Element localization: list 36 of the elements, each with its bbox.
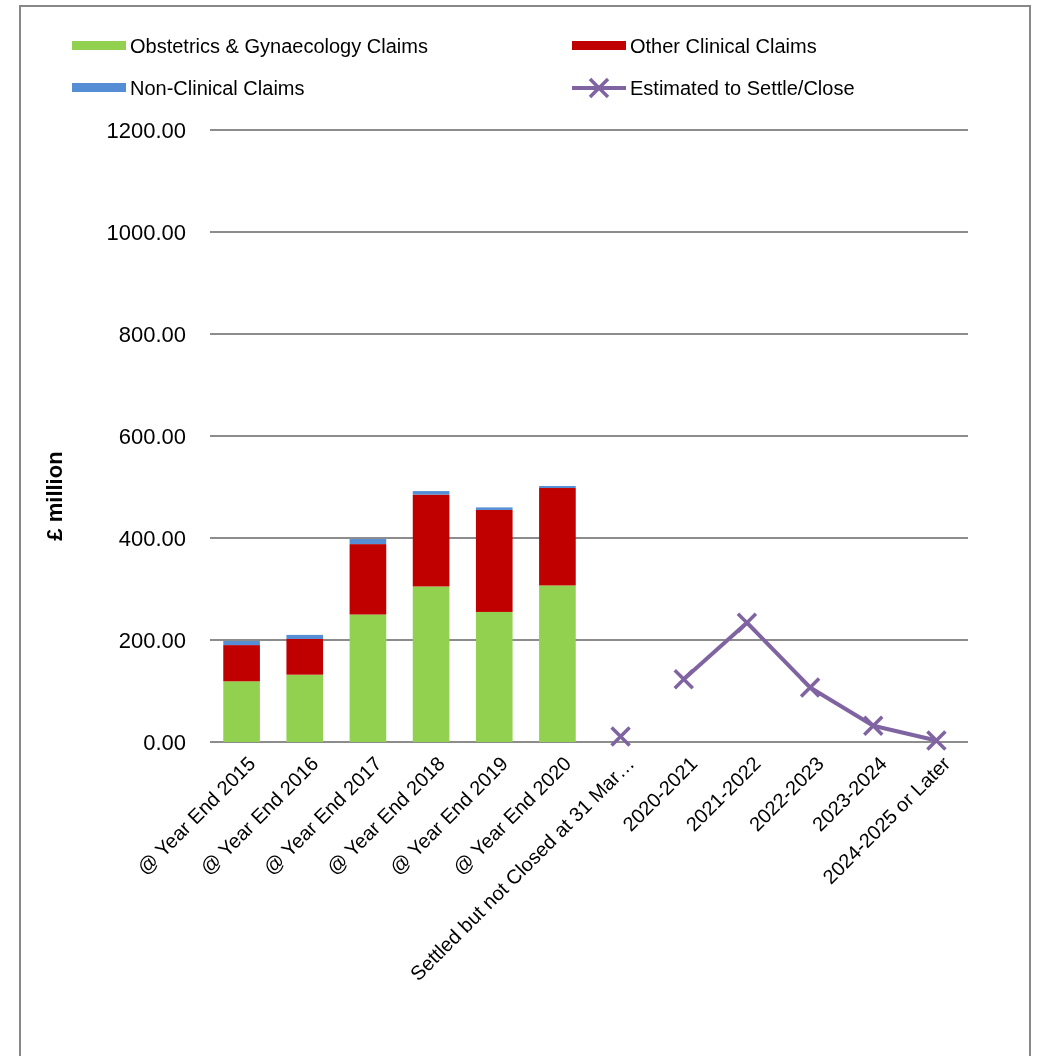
legend-label: Non-Clinical Claims: [130, 77, 305, 99]
bar: [475, 509, 513, 612]
bar: [223, 645, 260, 682]
bar: [412, 491, 450, 495]
point: [736, 611, 758, 634]
y-axis-title: £ million: [42, 451, 67, 541]
bar: [475, 507, 513, 510]
bar: [349, 539, 387, 545]
point: [799, 676, 821, 699]
point: [609, 725, 632, 748]
bar: [286, 638, 324, 675]
legend-label: Other Clinical Claims: [630, 35, 817, 57]
bar: [539, 585, 576, 742]
y-tick-label: 1200.00: [106, 117, 186, 143]
bar: [349, 544, 387, 615]
y-tick-label: 1000.00: [106, 219, 186, 245]
y-tick-label: 0.00: [143, 729, 186, 755]
y-tick-label: 800.00: [118, 321, 186, 347]
bar: [412, 586, 450, 742]
point: [673, 668, 695, 691]
legend-label: Estimated to Settle/Close: [630, 77, 855, 99]
point: [862, 714, 884, 737]
y-tick-label: 600.00: [118, 423, 186, 449]
bar: [223, 681, 260, 742]
bar: [223, 641, 260, 646]
bar: [475, 611, 513, 742]
bar: [539, 485, 576, 489]
bar: [349, 614, 387, 742]
y-tick-label: 200.00: [118, 627, 186, 653]
y-tick-label: 400.00: [118, 525, 186, 551]
bar: [286, 634, 324, 639]
bar: [412, 494, 450, 587]
legend-label: Obstetrics & Gynaecology Claims: [130, 35, 428, 57]
bar: [286, 674, 324, 742]
point: [925, 729, 948, 752]
bar: [539, 488, 576, 586]
